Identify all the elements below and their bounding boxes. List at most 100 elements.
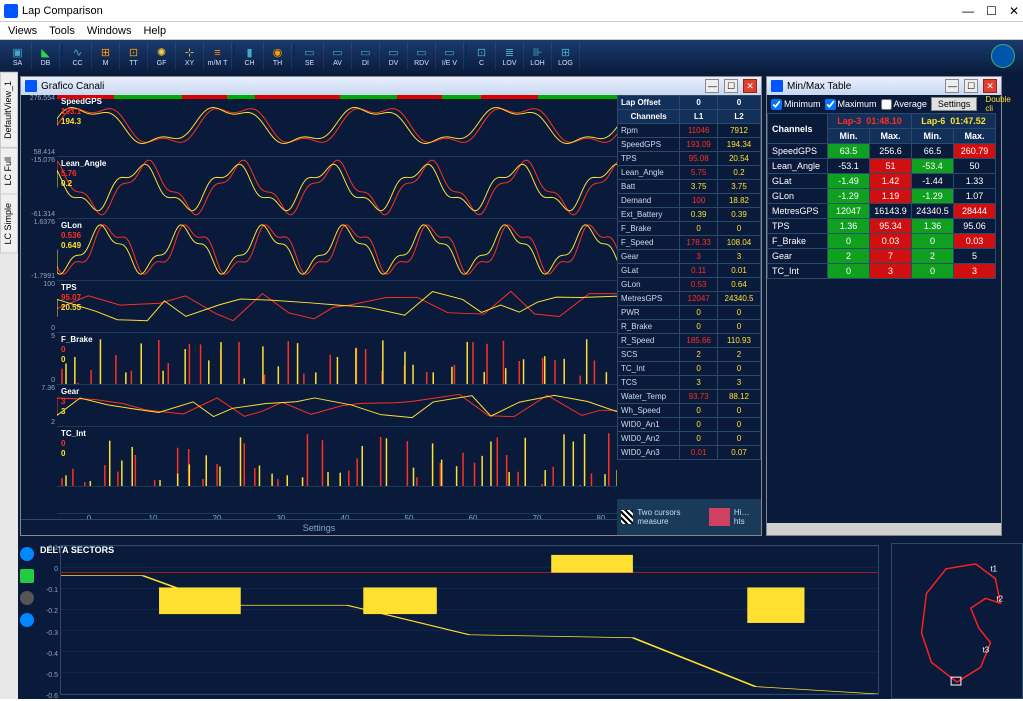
pane-max-button[interactable]: ☐	[724, 79, 738, 93]
strip-glon[interactable]: 1.6376-1.7991GLon0.5360.649	[57, 219, 623, 281]
ch-row-r_speed[interactable]: R_Speed185.66110.93	[618, 334, 761, 348]
ch-row-ext_battery[interactable]: Ext_Battery0.390.39	[618, 208, 761, 222]
minmax-scrollbar[interactable]	[767, 523, 1001, 535]
strip-tc_int[interactable]: TC_Int00	[57, 427, 623, 487]
highlight-icon[interactable]	[709, 508, 730, 526]
mm-row-tc_int[interactable]: TC_Int0303	[768, 264, 996, 279]
ch-row-glon[interactable]: GLon0.530.64	[618, 278, 761, 292]
sidetab-defaultview1[interactable]: DefaultView_1	[0, 72, 18, 148]
ch-row-glat[interactable]: GLat0.110.01	[618, 264, 761, 278]
toolbar-gf[interactable]: ✺GF	[148, 42, 176, 70]
window-titlebar: Lap Comparison — ☐ ✕	[0, 0, 1023, 22]
toolbar-lov[interactable]: ≣LOV	[496, 42, 524, 70]
strip-lean_angle[interactable]: -15.076-61.314Lean_Angle5.760.2	[57, 157, 623, 219]
ch-row-r_brake[interactable]: R_Brake00	[618, 320, 761, 334]
ch-row-gear[interactable]: Gear33	[618, 250, 761, 264]
minmax-settings-button[interactable]: Settings	[931, 97, 978, 111]
minmax-header[interactable]: Min/Max Table — ☐ ✕	[767, 77, 1001, 95]
minmax-title: Min/Max Table	[787, 81, 943, 92]
svg-text:t1: t1	[990, 565, 997, 574]
pane-close-button[interactable]: ✕	[743, 79, 757, 93]
menu-tools[interactable]: Tools	[49, 25, 75, 37]
toolbar-db[interactable]: ◣DB	[32, 42, 60, 70]
toolbar-rdv[interactable]: ▭RDV	[408, 42, 436, 70]
settings-row[interactable]: Settings	[21, 519, 617, 535]
toolbar-se[interactable]: ▭SE	[296, 42, 324, 70]
grafico-header[interactable]: Grafico Canali — ☐ ✕	[21, 77, 761, 95]
toolbar-c[interactable]: ⊡C	[468, 42, 496, 70]
toolbar-loh[interactable]: ⊪LOH	[524, 42, 552, 70]
ch-row-pwr[interactable]: PWR00	[618, 306, 761, 320]
strip-gear[interactable]: 7.362Gear33	[57, 385, 623, 427]
toolbar-tt[interactable]: ⊡TT	[120, 42, 148, 70]
toolbar-di[interactable]: ▭DI	[352, 42, 380, 70]
toolbar-ch[interactable]: ▮CH	[236, 42, 264, 70]
toolbar-log[interactable]: ⊞LOG	[552, 42, 580, 70]
toolbar-sa[interactable]: ▣SA	[4, 42, 32, 70]
delta-plot[interactable]	[60, 545, 879, 695]
mm-row-gear[interactable]: Gear2725	[768, 249, 996, 264]
pane-min-button[interactable]: —	[705, 79, 719, 93]
strip-speedgps[interactable]: 276.55458.414SpeedGPS193.1194.3	[57, 95, 623, 157]
ch-row-water_temp[interactable]: Water_Temp93.7388.12	[618, 390, 761, 404]
ch-row-f_brake[interactable]: F_Brake00	[618, 222, 761, 236]
toolbar-m[interactable]: ⊞M	[92, 42, 120, 70]
close-button[interactable]: ✕	[1009, 4, 1019, 18]
channel-table: Lap Offset00ChannelsL1L2Rpm110467912Spee…	[617, 95, 761, 495]
sidetab-lcsimple[interactable]: LC Simple	[0, 194, 18, 254]
ch-row-speedgps[interactable]: SpeedGPS193.09194.34	[618, 138, 761, 152]
pane-close-button[interactable]: ✕	[983, 79, 997, 93]
toolbar-dv[interactable]: ▭DV	[380, 42, 408, 70]
sidetab-lcfull[interactable]: LC Full	[0, 148, 18, 195]
toolbar-th[interactable]: ◉TH	[264, 42, 292, 70]
workspace: DefaultView_1LC FullLC Simple Grafico Ca…	[0, 72, 1023, 699]
wrench-button[interactable]	[20, 591, 34, 605]
maximize-button[interactable]: ☐	[986, 4, 997, 18]
menu-help[interactable]: Help	[143, 25, 166, 37]
clock-icon[interactable]	[991, 44, 1015, 68]
max-check[interactable]: Maximum	[825, 99, 877, 110]
ch-row-lean_angle[interactable]: Lean_Angle5.750.2	[618, 166, 761, 180]
ch-row-tps[interactable]: TPS95.0820.54	[618, 152, 761, 166]
mm-row-lean_angle[interactable]: Lean_Angle-53.151-53.450	[768, 159, 996, 174]
tool-button[interactable]	[20, 569, 34, 583]
toolbar-av[interactable]: ▭AV	[324, 42, 352, 70]
toolbar-mmt[interactable]: ≡m/M T	[204, 42, 232, 70]
ch-row-tc_int[interactable]: TC_Int00	[618, 362, 761, 376]
mm-row-glon[interactable]: GLon-1.291.19-1.291.07	[768, 189, 996, 204]
ch-row-wid0_an2[interactable]: WID0_An200	[618, 432, 761, 446]
channel-footer: Two cursors measure Hi…hts	[617, 499, 761, 535]
up-button[interactable]	[20, 547, 34, 561]
mm-row-tps[interactable]: TPS1.3695.341.3695.06	[768, 219, 996, 234]
toolbar-xy[interactable]: ⊹XY	[176, 42, 204, 70]
menu-views[interactable]: Views	[8, 25, 37, 37]
ch-row-rpm[interactable]: Rpm110467912	[618, 124, 761, 138]
ch-row-scs[interactable]: SCS22	[618, 348, 761, 362]
ch-row-batt[interactable]: Batt3.753.75	[618, 180, 761, 194]
mm-row-metresgps[interactable]: MetresGPS1204716143.924340.528444	[768, 204, 996, 219]
avg-check[interactable]: Average	[881, 99, 927, 110]
ch-row-wid0_an1[interactable]: WID0_An100	[618, 418, 761, 432]
strip-tps[interactable]: 1000TPS95.0720.55	[57, 281, 623, 333]
ch-row-metresgps[interactable]: MetresGPS1204724340.5	[618, 292, 761, 306]
strip-f_brake[interactable]: 50F_Brake00	[57, 333, 623, 385]
min-check[interactable]: Minimum	[771, 99, 821, 110]
toolbar-iev[interactable]: ▭I/E V	[436, 42, 464, 70]
pane-max-button[interactable]: ☐	[964, 79, 978, 93]
mm-row-glat[interactable]: GLat-1.491.42-1.441.33	[768, 174, 996, 189]
cursor-mode-label[interactable]: Two cursors measure	[637, 508, 704, 526]
pane-min-button[interactable]: —	[945, 79, 959, 93]
highlights-label[interactable]: Hi…hts	[734, 508, 757, 526]
ch-row-tcs[interactable]: TCS33	[618, 376, 761, 390]
ch-row-demand[interactable]: Demand10018.82	[618, 194, 761, 208]
ch-row-wh_speed[interactable]: Wh_Speed00	[618, 404, 761, 418]
ch-row-wid0_an3[interactable]: WID0_An30.010.07	[618, 446, 761, 460]
menu-windows[interactable]: Windows	[87, 25, 132, 37]
down-button[interactable]	[20, 613, 34, 627]
track-map[interactable]: t1 t2 t3	[891, 543, 1023, 699]
mm-row-f_brake[interactable]: F_Brake00.0300.03	[768, 234, 996, 249]
minimize-button[interactable]: —	[962, 4, 974, 18]
toolbar-cc[interactable]: ∿CC	[64, 42, 92, 70]
ch-row-f_speed[interactable]: F_Speed178.33108.04	[618, 236, 761, 250]
mm-row-speedgps[interactable]: SpeedGPS63.5256.666.5260.79	[768, 144, 996, 159]
